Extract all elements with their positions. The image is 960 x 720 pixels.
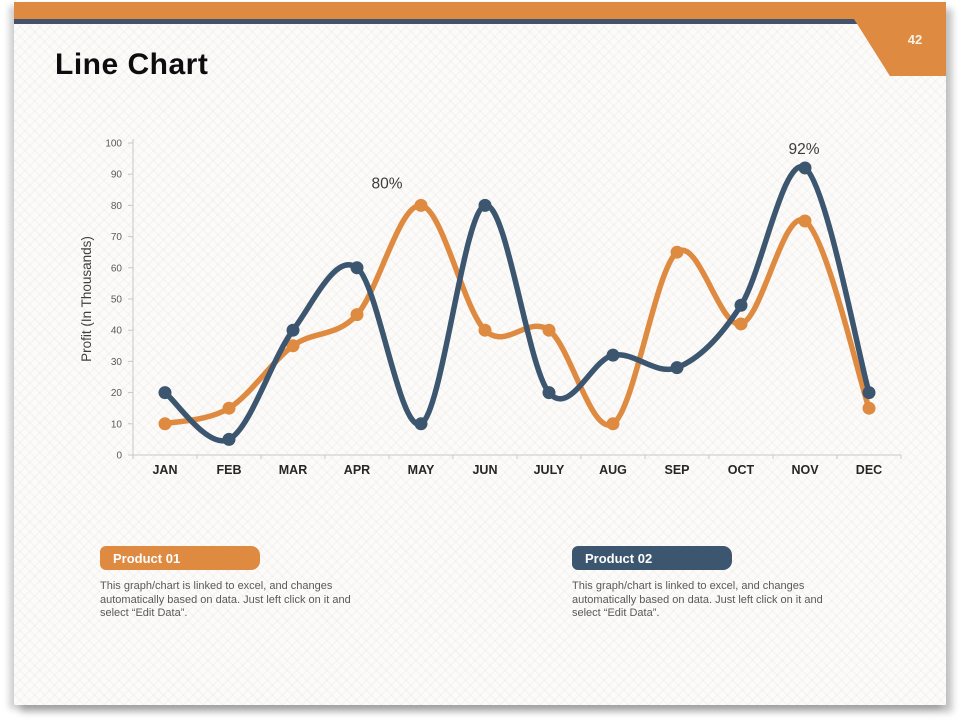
y-tick-label: 10 [111,419,123,430]
y-tick-label: 40 [111,326,123,337]
product-01-marker [350,308,364,322]
series-product-01 [158,198,876,431]
x-tick-label: JULY [534,463,565,477]
legend-card-product-01: Product 01 This graph/chart is linked to… [100,546,390,621]
product-01-marker [222,401,236,415]
product-01-marker [670,245,684,259]
y-tick-label: 80 [111,201,123,212]
product-01-marker [478,323,492,337]
y-tick-label: 100 [105,139,122,150]
x-tick-label: MAY [408,463,435,477]
product-01-marker [158,417,172,431]
data-label: 92% [788,141,819,158]
product-01-marker [862,401,876,415]
y-tick-label: 0 [116,451,122,462]
product-02-label: Product 02 [585,550,653,566]
product-02-marker [222,432,236,446]
x-tick-label: OCT [728,463,755,477]
x-tick-label: MAR [279,463,307,477]
description-line: This graph/chart is linked to excel, and… [572,580,805,592]
product-02-marker [286,323,300,337]
product-02-marker [862,386,876,400]
x-tick-label: SEP [664,463,689,477]
description-line: select “Edit Data”. [572,607,660,619]
product-02-marker [478,198,492,212]
axes: 0 10 20 30 40 50 60 70 80 90 100 [105,139,902,462]
product-02-marker [158,386,172,400]
legend-card-product-02: Product 02 This graph/chart is linked to… [572,546,862,621]
data-label: 80% [371,175,402,192]
line-chart-svg: 0 10 20 30 40 50 60 70 80 90 100 JAN FEB MAR APR MAY JUN… [79,139,902,477]
y-axis-title: Profit (In Thousands) [79,236,94,362]
product-02-marker [734,298,748,312]
y-tick-label: 60 [111,263,123,274]
product-02-line [162,164,872,444]
description-line: automatically based on data. Just left c… [572,593,823,606]
product-02-ribbon: Product 02 [572,546,739,576]
product-02-description: This graph/chart is linked to excel, and… [572,580,862,621]
series-product-02 [158,161,876,446]
description-line: automatically based on data. Just left c… [100,593,351,606]
product-02-marker [350,261,364,275]
x-tick-label: JAN [152,463,177,477]
product-01-marker [414,198,428,212]
product-01-marker [734,317,748,331]
product-01-marker [606,417,620,431]
y-tick-label: 90 [111,170,123,181]
x-tick-label: FEB [217,463,242,477]
x-tick-label: AUG [599,463,627,477]
x-tick-label: DEC [856,463,882,477]
product-01-ribbon: Product 01 [100,546,267,576]
page-number: 42 [907,32,923,47]
product-02-marker [414,417,428,431]
description-line: This graph/chart is linked to excel, and… [100,580,333,592]
top-accent-bar [14,2,946,19]
line-chart[interactable]: 0 10 20 30 40 50 60 70 80 90 100 JAN FEB MAR APR MAY JUN… [62,114,918,506]
x-tick-label: NOV [791,463,819,477]
y-tick-label: 30 [111,357,123,368]
product-02-marker [606,348,620,362]
description-line: select “Edit Data”. [100,607,188,619]
y-tick-label: 20 [111,388,123,399]
x-tick-label: JUN [472,463,497,477]
product-01-marker [542,323,556,337]
product-02-marker [670,361,684,375]
x-tick-label: APR [344,463,370,477]
product-01-description: This graph/chart is linked to excel, and… [100,580,390,621]
product-01-marker [286,339,300,353]
product-02-marker [542,386,556,400]
slide: 42 Line Chart 0 10 20 30 40 50 60 70 80 90 100 JAN F… [14,2,946,705]
product-02-marker [798,161,812,175]
y-tick-label: 70 [111,232,123,243]
top-underline [14,19,858,24]
product-01-marker [798,214,812,228]
product-01-line [162,202,872,428]
y-tick-label: 50 [111,295,123,306]
product-01-label: Product 01 [113,550,181,566]
slide-title: Line Chart [55,48,209,81]
